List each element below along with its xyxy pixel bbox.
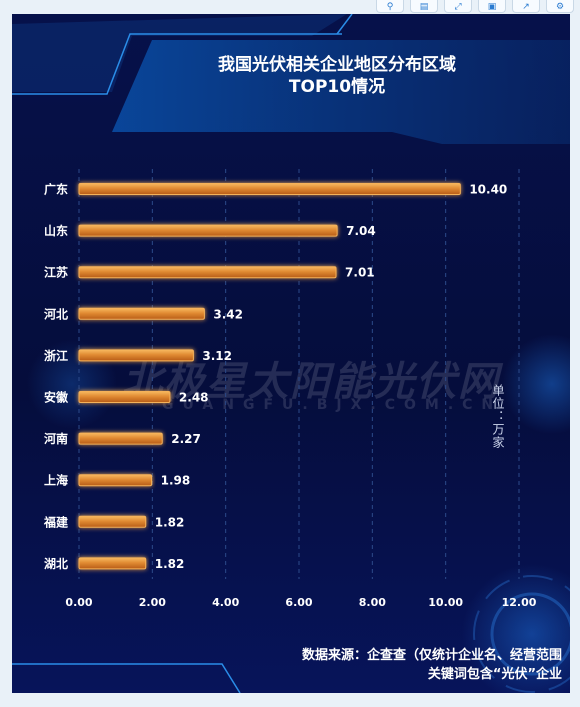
bar[interactable] [78,474,153,487]
chart-title-line2: TOP10情况 [288,77,386,97]
save-image-icon[interactable]: ▣ [478,0,506,13]
chart-title-line1: 我国光伏相关企业地区分布区域 [218,55,456,75]
x-tick-label: 10.00 [428,596,463,609]
data-label: 1.98 [161,474,191,488]
data-label: 1.82 [155,515,185,529]
x-tick-label: 4.00 [212,596,239,609]
x-tick-label: 2.00 [139,596,166,609]
x-tick-label: 6.00 [285,596,312,609]
data-label: 1.82 [155,557,185,571]
category-label: 河北 [43,306,68,321]
zoom-icon[interactable]: ⚲ [376,0,404,13]
bar-chart: 0.00 2.00 4.00 6.00 8.00 10.00 12.00 广东 10.40 山东 7… [43,169,537,609]
category-label: 广东 [44,182,68,197]
x-tick-label: 8.00 [359,596,386,609]
data-source-line1: 数据来源：企查查（仅统计企业名、经营范围 [301,648,562,663]
category-label: 湖北 [44,556,68,571]
category-label: 江苏 [44,265,68,280]
data-label: 7.01 [345,266,375,280]
data-label: 3.42 [213,307,243,321]
category-label: 上海 [44,473,68,488]
bar[interactable] [78,557,147,570]
category-label: 山东 [44,223,68,238]
data-source-line2: 关键词包含“光伏”企业 [427,667,562,682]
category-label: 河南 [43,431,68,446]
watermark-logo-text: 北极星太阳能光伏网 [122,359,500,405]
category-label: 浙江 [44,348,68,363]
bar[interactable] [78,349,194,362]
bar[interactable] [78,432,163,445]
data-label: 7.04 [346,224,376,238]
chart-toolbox: ⚲ ▤ ⤢ ▣ ↗ ⚙ [376,0,580,13]
settings-icon[interactable]: ⚙ [546,0,574,13]
bar[interactable] [78,515,147,528]
watermark-url: GUANGFU.BJX.COM.CN [162,397,503,413]
unit-label: 单位：万家 [491,384,505,449]
category-label: 福建 [43,514,69,529]
export-icon[interactable]: ↗ [512,0,540,13]
bar[interactable] [78,307,205,320]
bar[interactable] [78,183,461,195]
x-tick-label: 0.00 [65,596,92,609]
x-tick-label: 12.00 [502,596,537,609]
data-view-icon[interactable]: ▤ [410,0,438,13]
category-label: 安徽 [44,390,69,405]
bar[interactable] [78,391,171,403]
bar[interactable] [78,266,337,279]
bar[interactable] [78,224,338,237]
data-source-note: 数据来源：企查查（仅统计企业名、经营范围 关键词包含“光伏”企业 [242,646,562,684]
chart-title: 我国光伏相关企业地区分布区域 TOP10情况 [162,54,512,98]
restore-icon[interactable]: ⤢ [444,0,472,13]
data-label: 10.40 [469,183,507,197]
data-label: 3.12 [202,349,232,363]
data-label: 2.27 [171,432,201,446]
data-label: 2.48 [179,391,209,405]
chart-card: 我国光伏相关企业地区分布区域 TOP10情况 北极星太阳能光伏网 GUANGFU… [12,14,570,693]
